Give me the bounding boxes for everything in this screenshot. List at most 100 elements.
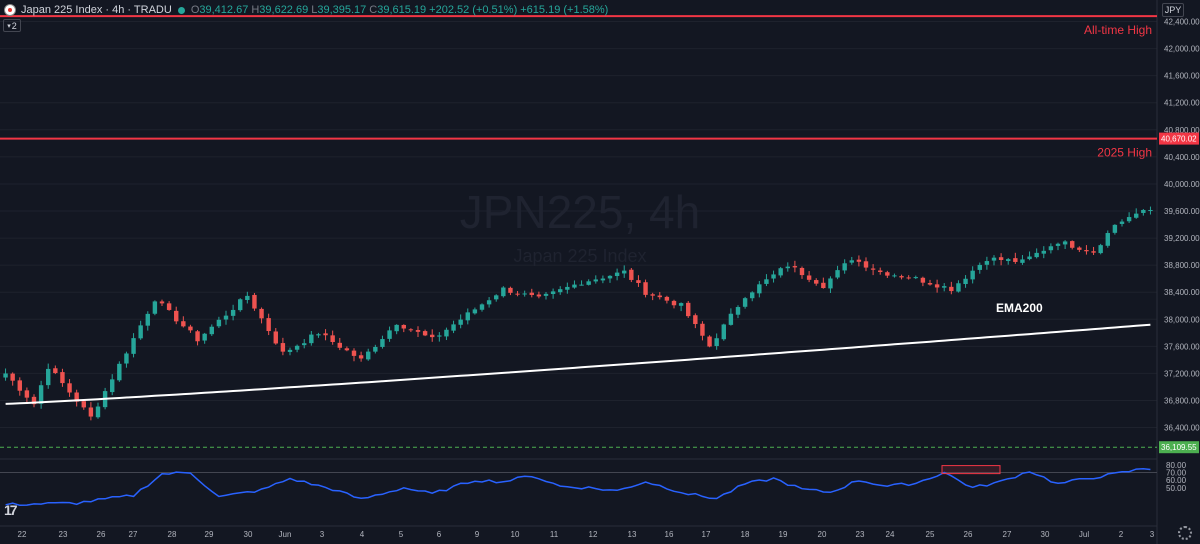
candle-body	[159, 301, 165, 304]
gear-icon[interactable]	[1178, 526, 1192, 540]
candle-body	[942, 286, 947, 288]
candle-body	[878, 270, 883, 272]
candle-body	[614, 272, 620, 277]
price-axis[interactable]: 42,400.00 42,000.00 41,600.00 41,200.00 40,8…	[1158, 0, 1200, 544]
candle-body	[956, 283, 961, 292]
candle-body	[835, 270, 840, 278]
candle-body	[3, 373, 8, 378]
change-total: +615.19 (+1.58%)	[520, 4, 609, 16]
watermark-subtitle: Japan 225 Index	[513, 246, 646, 266]
candle-body	[344, 348, 350, 351]
chevron-down-icon: ▾	[7, 22, 11, 30]
time-tick-label: 10	[511, 530, 520, 539]
candle-body	[437, 335, 442, 337]
candle-body	[17, 380, 22, 391]
candle-body	[465, 312, 470, 321]
candle-body	[799, 267, 805, 276]
time-tick-label: 20	[818, 530, 827, 539]
indicator-toggle[interactable]: ▾ 2	[3, 19, 21, 32]
time-tick-label: 26	[964, 530, 973, 539]
candle-body	[323, 333, 328, 336]
price-tick-label: 38,800.00	[1164, 261, 1200, 270]
candle-body	[529, 292, 534, 296]
candle-body	[1126, 217, 1132, 222]
time-tick-label: 30	[244, 530, 253, 539]
candle-body	[380, 339, 385, 347]
candle-body	[742, 298, 748, 307]
candle-body	[714, 338, 719, 347]
candle-body	[124, 353, 129, 364]
candle-body	[757, 284, 762, 294]
time-tick-label: 19	[779, 530, 788, 539]
low-value: 39,395.17	[317, 4, 367, 16]
candle-body	[1013, 258, 1018, 262]
watermark-title: JPN225, 4h	[460, 186, 700, 238]
candle-body	[117, 363, 122, 381]
candle-body	[1055, 243, 1061, 246]
time-tick-label: 29	[205, 530, 214, 539]
time-tick-label: 3	[320, 530, 325, 539]
ema-label: EMA200	[996, 301, 1043, 315]
price-tick-label: 36,800.00	[1164, 396, 1200, 405]
candle-body	[394, 324, 399, 332]
candle-body	[700, 323, 705, 336]
ema-line: EMA200	[5, 301, 1151, 405]
time-tick-label: 13	[628, 530, 637, 539]
time-tick-label: 27	[129, 530, 138, 539]
candle-body	[920, 277, 926, 283]
candle-body	[814, 280, 819, 284]
candle-body	[486, 300, 492, 305]
candle-body	[1048, 246, 1054, 251]
candle-body	[870, 268, 876, 270]
time-tick-label: Jul	[1079, 530, 1089, 539]
time-axis[interactable]: 22 23 26 27 28 29 30 Jun 3 4 5 6 9 10 11 12 13 16 17 18 19 20…	[0, 525, 1157, 539]
candle-body	[138, 325, 143, 339]
candle-body	[302, 343, 307, 346]
candle-body	[67, 383, 72, 393]
candle-body	[479, 304, 485, 310]
currency-label[interactable]: JPY	[1162, 3, 1184, 17]
candle-body	[181, 321, 186, 327]
candle-body	[622, 270, 627, 274]
time-tick-label: 22	[18, 530, 27, 539]
candle-body	[678, 303, 684, 306]
time-tick-label: 4	[360, 530, 365, 539]
candle-body	[586, 281, 591, 285]
time-tick-label: 16	[665, 530, 674, 539]
time-tick-label: 17	[702, 530, 711, 539]
candle-body	[209, 326, 214, 335]
candle-body	[202, 333, 207, 341]
close-value: 39,615.19	[377, 4, 427, 16]
candle-body	[252, 294, 257, 309]
candle-body	[899, 276, 904, 278]
time-tick-label: 12	[589, 530, 598, 539]
candle-body	[885, 272, 890, 276]
candle-body	[46, 368, 51, 386]
candle-body	[728, 313, 734, 325]
candle-body	[1027, 256, 1032, 260]
ema200-line	[5, 323, 1151, 405]
levels: All-time High 2025 High	[0, 15, 1157, 448]
candle-body	[607, 275, 613, 279]
support-price-tag	[1159, 441, 1199, 454]
price-tick-label: 41,600.00	[1164, 72, 1200, 81]
candle-body	[686, 302, 691, 317]
symbol-title[interactable]: Japan 225 Index · 4h · TRADU	[21, 4, 172, 16]
candle-body	[991, 257, 997, 261]
candle-body	[458, 319, 463, 325]
candle-body	[856, 259, 862, 262]
candle-body	[778, 268, 783, 276]
candle-body	[287, 349, 293, 352]
candle-body	[451, 324, 456, 331]
candle-body	[337, 342, 342, 348]
candle-body	[74, 392, 79, 402]
flag-icon	[4, 4, 16, 16]
candle-body	[245, 295, 250, 300]
time-tick-label: 30	[1041, 530, 1050, 539]
candle-body	[1070, 241, 1075, 248]
symbol-header: Japan 225 Index · 4h · TRADU O 39,412.67 …	[4, 2, 611, 18]
level-label: 2025 High	[1097, 146, 1152, 160]
candle-body	[373, 346, 378, 352]
candle-body	[934, 284, 940, 288]
